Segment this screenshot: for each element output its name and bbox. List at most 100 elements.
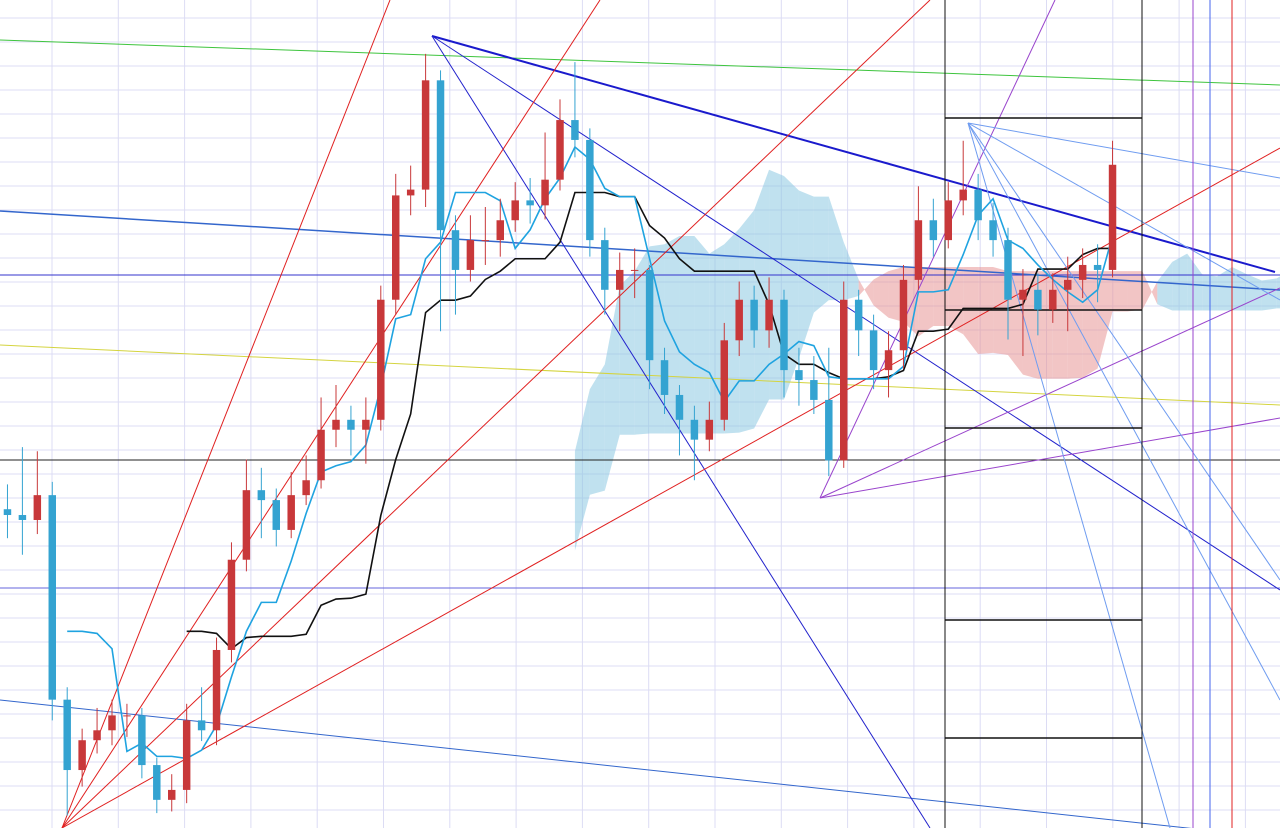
candle-body	[765, 299, 773, 331]
candle-body	[212, 649, 221, 731]
cloud-segment	[873, 271, 889, 318]
candle-body	[3, 509, 12, 516]
fan-line	[431, 35, 931, 828]
candle-body	[197, 720, 206, 731]
cloud-segment	[1127, 271, 1143, 312]
candle-body	[18, 515, 27, 520]
base-line	[186, 191, 1113, 650]
cloud-segment	[858, 279, 874, 306]
candle-body	[317, 429, 325, 481]
candle-body	[586, 139, 594, 241]
candle-body	[257, 490, 266, 501]
cloud-segment	[1097, 271, 1113, 369]
cloud-segment	[1217, 267, 1232, 311]
candle-body	[332, 419, 340, 430]
cloud-segment	[604, 285, 620, 491]
candle-body	[392, 195, 400, 300]
fan-line	[61, 0, 931, 828]
candle-body	[227, 559, 236, 650]
cloud-segment	[694, 235, 710, 434]
candle-body	[690, 419, 699, 440]
candle-body	[123, 715, 131, 717]
candle-body	[33, 495, 42, 520]
cloud-segment	[754, 169, 770, 429]
candle-body	[78, 740, 86, 771]
cloud-segment	[798, 190, 814, 359]
candle-body	[362, 419, 370, 430]
cloud-segment	[1172, 253, 1188, 311]
candle-body	[1034, 289, 1042, 310]
cloud-segment	[574, 389, 590, 551]
cloud-segment	[739, 210, 755, 433]
candle-body	[750, 299, 758, 331]
cloud-segment	[1067, 271, 1083, 379]
candle-body	[571, 120, 579, 140]
trend-line	[0, 210, 1280, 291]
fan-line	[967, 122, 1280, 581]
candle-body	[795, 370, 803, 381]
candle-body	[780, 299, 788, 371]
candle-body	[660, 360, 669, 395]
cloud-segment	[828, 196, 844, 301]
candle-body	[645, 269, 654, 361]
candle-body	[138, 715, 146, 766]
candle-body	[974, 189, 982, 221]
cloud-segment	[1142, 271, 1158, 310]
candle-body	[347, 419, 355, 430]
trend-line	[0, 699, 1192, 828]
fan-line	[967, 122, 1171, 828]
fan-line	[819, 417, 1280, 499]
candle-body	[899, 279, 908, 351]
candle-body	[869, 330, 878, 371]
cloud-segment	[1232, 267, 1247, 311]
candle-body	[959, 189, 967, 201]
candle-body	[1064, 279, 1072, 290]
candle-body	[541, 179, 549, 206]
candle-body	[1108, 164, 1117, 270]
candle-body	[511, 200, 519, 221]
cloud-segment	[813, 196, 829, 313]
candle-body	[735, 299, 743, 341]
candle-body	[1049, 289, 1057, 310]
cloud-segment	[1037, 271, 1053, 379]
cloud-segment	[1246, 274, 1262, 311]
candle-body	[287, 495, 295, 530]
candle-body	[914, 220, 923, 280]
cloud-segment	[1082, 271, 1098, 378]
trend-line	[0, 344, 1280, 406]
candle-body	[182, 720, 191, 790]
candle-body	[302, 480, 310, 496]
candle-body	[242, 490, 251, 560]
cloud-segment	[948, 267, 964, 335]
candle-body	[377, 299, 385, 420]
candle-body	[451, 230, 460, 270]
cloud-segment	[933, 267, 949, 327]
candle-body	[108, 715, 116, 731]
cloud-segment	[1112, 271, 1128, 312]
cloud-segment	[1276, 276, 1280, 309]
ichimoku-cloud	[574, 169, 1280, 551]
candle-body	[705, 419, 714, 440]
candle-body	[1093, 264, 1102, 270]
fan-line	[967, 122, 1280, 179]
cloud-segment	[589, 364, 605, 495]
candle-body	[481, 240, 490, 242]
fan-line	[967, 122, 1280, 301]
fan-line	[819, 287, 1280, 499]
candle-body	[63, 699, 71, 771]
candles	[3, 53, 1117, 816]
candle-body	[48, 495, 56, 700]
candle-body	[556, 120, 564, 180]
candle-body	[526, 200, 534, 206]
trend-line	[431, 35, 1276, 273]
candle-body	[168, 789, 176, 800]
candle-body	[929, 220, 938, 241]
trend-line	[0, 39, 1280, 86]
candle-body	[1004, 240, 1012, 300]
cloud-segment	[1157, 261, 1173, 311]
candle-body	[153, 765, 161, 800]
candle-body	[825, 399, 833, 461]
candle-body	[1078, 264, 1087, 280]
candle-body	[944, 200, 952, 241]
